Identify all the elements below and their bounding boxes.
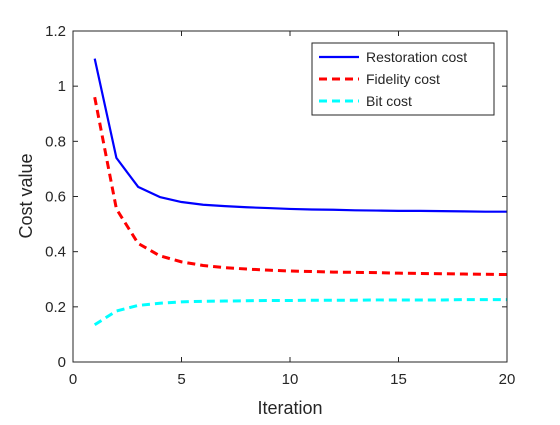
series-layer: [93, 58, 508, 327]
legend-label: Restoration cost: [366, 49, 467, 65]
legend: Restoration cost Fidelity cost Bit cost: [311, 42, 495, 116]
plot-frame: [72, 30, 508, 363]
x-tick-label: 15: [390, 371, 407, 388]
series-line-restoration-cost: [93, 58, 507, 213]
legend-label: Fidelity cost: [366, 71, 440, 87]
y-axis-title: Cost value: [16, 153, 36, 238]
x-tick-label: 5: [177, 371, 185, 388]
series-line-fidelity-cost: [93, 96, 508, 277]
x-tick-label: 10: [282, 371, 299, 388]
tick-layer: 0 5 10 15 20 0 0.2 0.4 0.6 0.8 1 1.2: [45, 23, 515, 388]
y-tick-label: 0.8: [45, 133, 66, 150]
y-tick-label: 1.2: [45, 23, 66, 40]
x-axis-title: Iteration: [257, 398, 322, 418]
y-tick-label: 0.2: [45, 299, 66, 316]
y-tick-label: 1: [58, 78, 66, 95]
legend-box: [311, 42, 495, 116]
legend-label: Bit cost: [366, 93, 412, 109]
x-tick-label: 0: [69, 371, 77, 388]
y-tick-label: 0.6: [45, 189, 66, 206]
y-tick-label: 0.4: [45, 244, 66, 261]
x-tick-label: 20: [499, 371, 516, 388]
y-tick-label: 0: [58, 354, 66, 371]
series-line-bit-cost: [93, 298, 507, 327]
